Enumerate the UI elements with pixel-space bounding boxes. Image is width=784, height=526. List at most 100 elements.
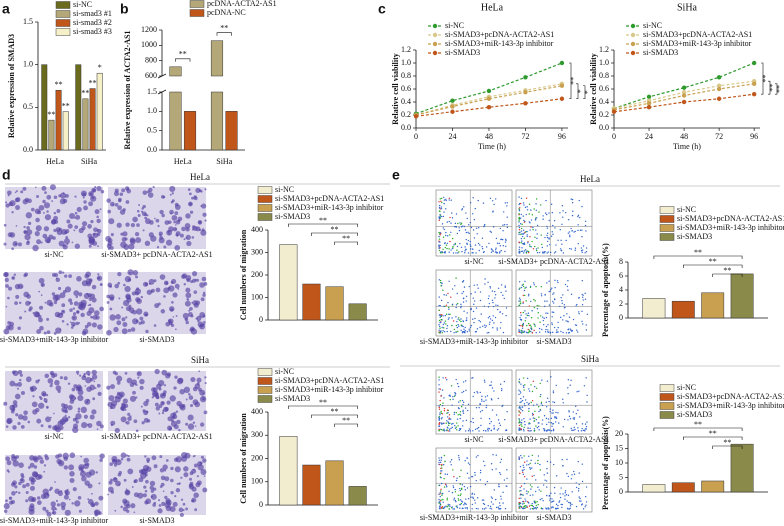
- event: [570, 427, 572, 430]
- event: [449, 418, 452, 420]
- event: [506, 411, 508, 413]
- event: [438, 207, 441, 209]
- point: [681, 99, 687, 105]
- event: [535, 249, 538, 252]
- event: [523, 403, 526, 405]
- event: [522, 331, 524, 334]
- event: [445, 505, 447, 507]
- event: [458, 499, 460, 502]
- cell: [5, 203, 10, 208]
- event: [439, 234, 441, 236]
- event: [438, 231, 440, 234]
- event: [533, 329, 535, 332]
- legend-swatch: [55, 28, 71, 36]
- event: [459, 222, 461, 224]
- event: [488, 242, 490, 245]
- cell: [81, 331, 87, 336]
- cell: [186, 278, 191, 283]
- cell: [177, 288, 180, 290]
- event: [444, 473, 446, 475]
- event: [454, 424, 456, 427]
- cell: [18, 316, 23, 320]
- event: [466, 472, 469, 475]
- event: [448, 199, 450, 201]
- x-tick-label: HeLa: [174, 157, 192, 166]
- event: [470, 245, 472, 248]
- event: [537, 459, 539, 462]
- event: [472, 395, 474, 398]
- event: [444, 305, 446, 308]
- event: [567, 419, 569, 421]
- event: [499, 251, 501, 253]
- cell: [111, 400, 118, 407]
- cell: [50, 501, 56, 507]
- cell: [25, 212, 33, 219]
- event: [485, 325, 488, 327]
- bar: [642, 298, 666, 319]
- cell: [109, 314, 116, 321]
- cell: [62, 289, 67, 294]
- event: [450, 199, 452, 201]
- event: [586, 421, 588, 423]
- event: [506, 469, 508, 471]
- y-tick-label: 1.2: [401, 45, 411, 54]
- event: [549, 429, 551, 431]
- event: [469, 201, 472, 204]
- event: [471, 508, 473, 510]
- cell: [3, 242, 7, 246]
- event: [438, 217, 441, 219]
- cell: [28, 508, 35, 515]
- event: [538, 422, 540, 424]
- event: [504, 238, 507, 240]
- event: [555, 244, 557, 246]
- cell: [119, 192, 124, 197]
- event: [440, 464, 443, 467]
- event: [522, 233, 524, 235]
- cell: [22, 484, 27, 489]
- event: [518, 221, 520, 223]
- significance-bracket: [569, 62, 572, 100]
- event: [554, 421, 557, 423]
- event: [462, 279, 465, 282]
- event: [523, 232, 525, 235]
- event: [537, 503, 539, 506]
- event: [581, 304, 584, 306]
- legend-label: si-smad3 #3: [73, 27, 112, 36]
- point: [450, 109, 455, 114]
- event: [469, 430, 472, 432]
- cell: [162, 392, 166, 396]
- event: [550, 417, 553, 420]
- event: [561, 243, 563, 245]
- event: [529, 222, 531, 224]
- cell: [97, 228, 102, 234]
- cell: [195, 278, 200, 282]
- cell: [188, 395, 194, 400]
- event: [499, 383, 502, 385]
- cell: [14, 301, 18, 305]
- event: [528, 455, 530, 457]
- event: [553, 401, 556, 404]
- cell: [137, 492, 144, 499]
- cell: [194, 425, 197, 427]
- event: [503, 224, 506, 226]
- cell: [202, 293, 206, 297]
- legend-label: si-SMAD3+pcDNA-ACTA2-AS1: [643, 30, 752, 39]
- event: [484, 483, 487, 486]
- event: [451, 324, 453, 327]
- event: [462, 403, 464, 406]
- event: [520, 397, 522, 400]
- event: [438, 319, 441, 322]
- event: [482, 429, 485, 432]
- event: [561, 299, 563, 302]
- event: [519, 420, 521, 423]
- event: [445, 244, 448, 246]
- cell: [170, 323, 175, 327]
- event: [545, 213, 548, 216]
- significance-bracket: [653, 427, 743, 431]
- cell: [174, 202, 179, 207]
- cell: [67, 405, 73, 411]
- event: [557, 326, 559, 329]
- cell: [5, 305, 8, 308]
- y-tick-label: 800: [145, 55, 157, 64]
- event: [529, 427, 531, 429]
